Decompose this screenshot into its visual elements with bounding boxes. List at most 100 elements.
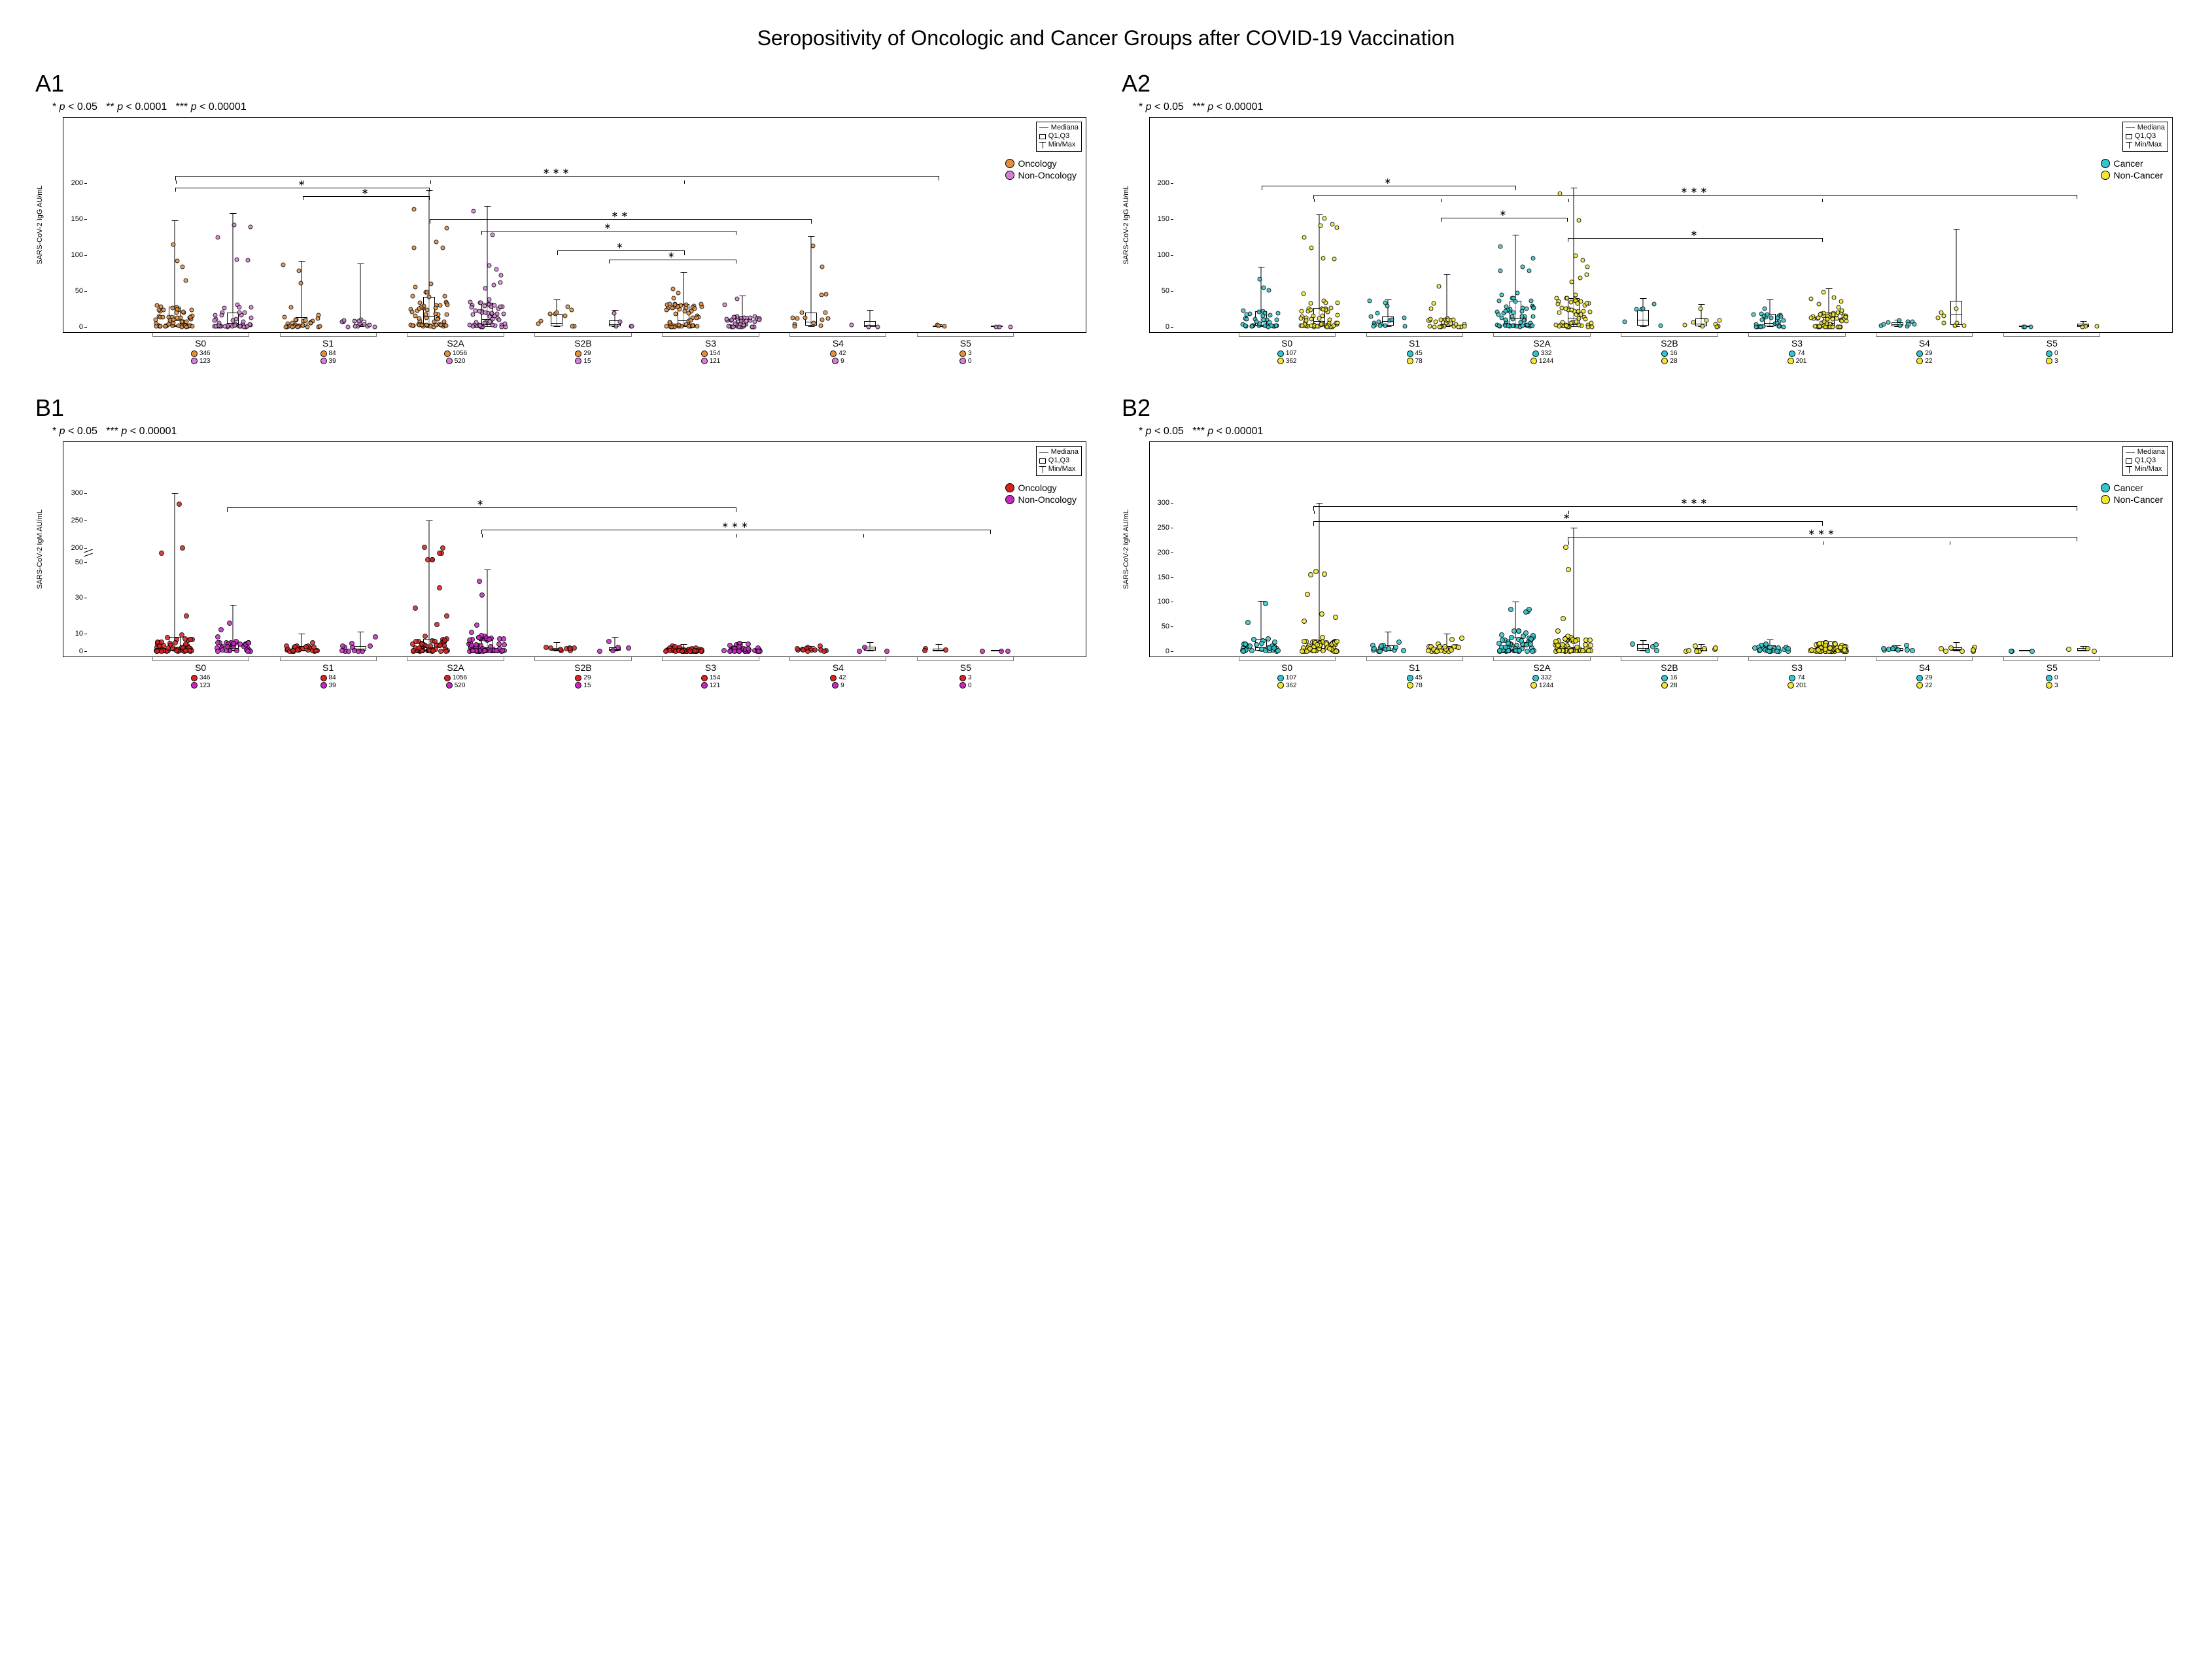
data-point — [663, 649, 668, 654]
data-point — [1268, 313, 1273, 318]
data-point — [558, 647, 563, 652]
data-point — [498, 305, 503, 309]
data-point — [1645, 648, 1650, 653]
data-point — [154, 649, 160, 654]
data-point — [477, 309, 481, 314]
data-point — [1267, 645, 1272, 651]
data-point — [1808, 315, 1813, 320]
data-point — [1714, 324, 1719, 329]
data-point — [1432, 324, 1436, 329]
data-point — [615, 645, 621, 650]
n-count: 154 — [710, 674, 721, 682]
n-count: 332 — [1541, 674, 1552, 682]
n-count: 362 — [1286, 358, 1297, 366]
data-point — [757, 317, 762, 322]
data-point — [184, 278, 188, 282]
category-group — [1224, 169, 1351, 327]
data-point — [477, 324, 482, 328]
data-point — [1369, 314, 1374, 318]
panel-a2: A2* p < 0.05 *** p < 0.00001SARS-CoV-2 I… — [1119, 70, 2179, 375]
data-point — [1831, 313, 1836, 317]
data-point — [699, 302, 703, 307]
data-point — [1497, 299, 1502, 303]
series-column — [1669, 493, 1733, 651]
boxplot-legend: Mediana Q1,Q3 Min/Max — [1036, 446, 1082, 476]
series-label: Non-Cancer — [2114, 170, 2163, 180]
data-point — [1437, 324, 1442, 329]
data-point — [1686, 648, 1691, 653]
category-label: S4 — [1861, 662, 1988, 673]
series-column — [1483, 169, 1547, 327]
data-point — [494, 267, 498, 272]
data-point — [687, 311, 691, 315]
data-point — [303, 318, 307, 323]
data-point — [1498, 244, 1503, 248]
data-point — [249, 305, 253, 309]
data-point — [1318, 223, 1322, 228]
significance-bracket: ∗ — [227, 507, 736, 512]
data-point — [1448, 322, 1453, 326]
panel-a1: A1* p < 0.05 ** p < 0.0001 *** p < 0.000… — [33, 70, 1093, 375]
data-point — [1308, 301, 1313, 306]
data-point — [190, 324, 195, 329]
data-point — [1579, 299, 1583, 304]
data-point — [1512, 628, 1517, 634]
data-point — [1939, 646, 1944, 651]
data-point — [1258, 321, 1262, 326]
data-point — [721, 648, 727, 653]
data-point — [339, 648, 345, 653]
data-point — [479, 592, 485, 598]
data-point — [1781, 318, 1786, 323]
panel-b1: B1* p < 0.05 *** p < 0.00001SARS-CoV-2 I… — [33, 394, 1093, 699]
data-point — [1576, 218, 1581, 222]
category-group — [774, 169, 902, 327]
data-point — [410, 323, 415, 328]
data-point — [1751, 312, 1755, 316]
data-point — [1524, 306, 1529, 311]
data-point — [1323, 301, 1328, 305]
data-point — [570, 324, 574, 329]
data-point — [477, 579, 482, 584]
n-count: 3 — [968, 674, 972, 682]
data-point — [490, 323, 494, 328]
data-point — [1512, 310, 1516, 315]
data-point — [725, 317, 729, 322]
data-point — [444, 323, 449, 328]
x-category: S1 8439 — [264, 333, 392, 365]
significance-bracket: ∗ — [1262, 186, 1516, 190]
data-point — [241, 320, 246, 324]
data-point — [346, 649, 351, 654]
data-point — [1886, 320, 1891, 325]
data-point — [360, 649, 365, 654]
category-group — [901, 169, 1029, 327]
data-point — [502, 311, 506, 316]
data-point — [470, 648, 475, 653]
series-column — [1865, 493, 1929, 651]
data-point — [413, 285, 417, 290]
data-point — [1587, 638, 1593, 643]
n-count: 45 — [1415, 674, 1423, 682]
data-point — [1882, 322, 1886, 326]
n-count: 121 — [710, 682, 721, 690]
data-point — [1529, 636, 1534, 641]
data-point — [1822, 319, 1827, 324]
data-point — [1823, 324, 1828, 329]
data-point — [1881, 646, 1886, 651]
category-group — [519, 493, 647, 651]
data-point — [1300, 324, 1304, 328]
data-point — [345, 324, 350, 329]
series-column — [1287, 493, 1351, 651]
data-point — [1327, 646, 1332, 651]
data-point — [1243, 641, 1248, 647]
data-point — [943, 647, 948, 653]
data-point — [875, 325, 880, 330]
data-point — [413, 639, 419, 644]
data-point — [857, 649, 862, 654]
data-point — [1368, 298, 1372, 303]
data-point — [2009, 649, 2014, 654]
data-point — [297, 268, 302, 273]
data-point — [1530, 649, 1535, 654]
n-count: 22 — [1925, 682, 1932, 690]
series-column — [1797, 493, 1860, 651]
data-point — [665, 324, 669, 328]
